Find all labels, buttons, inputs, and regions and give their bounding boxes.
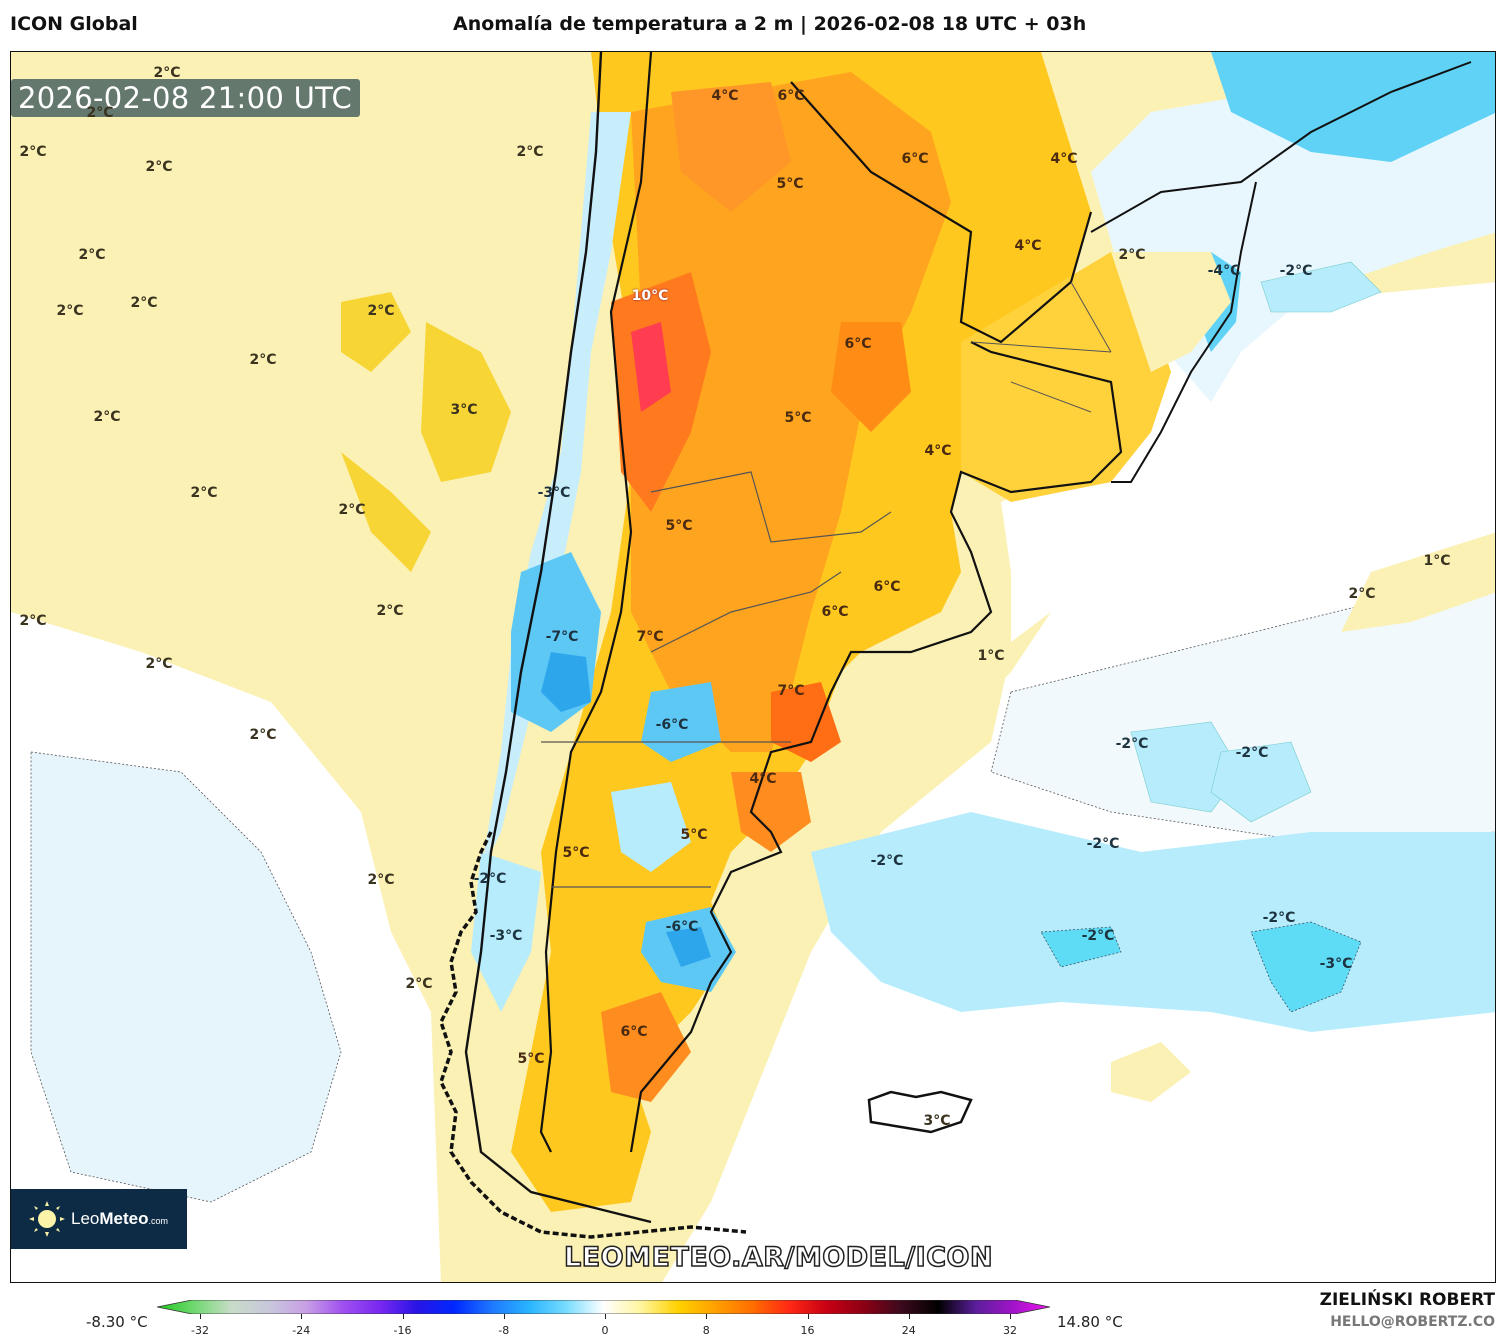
colorbar-tick-mark (908, 1314, 910, 1319)
isotherm-label: 5°C (784, 410, 812, 426)
isotherm-label: 2°C (1118, 247, 1146, 263)
isotherm-label: -4°C (1207, 263, 1241, 279)
isotherm-label: 7°C (777, 683, 805, 699)
isotherm-label: 2°C (367, 303, 395, 319)
isotherm-label: -6°C (665, 919, 699, 935)
colorbar-tick-mark (301, 1314, 303, 1319)
isotherm-label: 6°C (821, 604, 849, 620)
isotherm-label: 2°C (19, 144, 47, 160)
isotherm-label: 2°C (56, 303, 84, 319)
isotherm-label: 2°C (145, 159, 173, 175)
isotherm-label: 6°C (873, 579, 901, 595)
isotherm-label: 10°C (631, 288, 669, 304)
isotherm-label: 2°C (153, 65, 181, 81)
isotherm-label: 2°C (405, 976, 433, 992)
colorbar-tick-mark (402, 1314, 404, 1319)
isotherm-label: 2°C (93, 409, 121, 425)
isotherm-label: 4°C (711, 88, 739, 104)
map-fields (11, 52, 1495, 1282)
isotherm-label: 2°C (249, 352, 277, 368)
isotherm-label: 2°C (367, 872, 395, 888)
isotherm-label: 3°C (450, 402, 478, 418)
isotherm-label: 1°C (977, 648, 1005, 664)
colorbar-min-label: -8.30 °C (86, 1313, 148, 1331)
colorbar-tick-label: -24 (292, 1324, 311, 1337)
isotherm-label: 2°C (130, 295, 158, 311)
isotherm-label: -2°C (1262, 910, 1296, 926)
chart-title: Anomalía de temperatura a 2 m | 2026-02-… (453, 13, 1087, 35)
author-email: HELLO@ROBERTZ.CO (1330, 1314, 1495, 1330)
isotherm-label: 2°C (338, 502, 366, 518)
isotherm-label: 2°C (376, 603, 404, 619)
isotherm-label: 6°C (777, 88, 805, 104)
isotherm-label: 2°C (1348, 586, 1376, 602)
isotherm-label: -2°C (1279, 263, 1313, 279)
model-name: ICON Global (10, 13, 138, 35)
isotherm-label: 2°C (516, 144, 544, 160)
colorbar (157, 1300, 1050, 1314)
isotherm-label: 4°C (924, 443, 952, 459)
isotherm-label: 5°C (665, 518, 693, 534)
colorbar-tick-mark (605, 1314, 606, 1319)
isotherm-label: 6°C (844, 336, 872, 352)
colorbar-tick-label: -8 (498, 1324, 510, 1337)
isotherm-label: -2°C (1115, 736, 1149, 752)
sun-icon (25, 1197, 69, 1241)
isotherm-label: 7°C (636, 629, 664, 645)
isotherm-label: 6°C (901, 151, 929, 167)
isotherm-label: 3°C (923, 1113, 951, 1129)
isotherm-label: -3°C (1319, 956, 1353, 972)
isotherm-label: 2°C (190, 485, 218, 501)
isotherm-label: -2°C (1235, 745, 1269, 761)
isotherm-label: -3°C (537, 485, 571, 501)
valid-time-badge: 2026-02-08 21:00 UTC (11, 79, 361, 117)
isotherm-label: 4°C (749, 771, 777, 787)
isotherm-label: 1°C (1423, 553, 1451, 569)
isotherm-label: 4°C (1050, 151, 1078, 167)
isotherm-label: 4°C (1014, 238, 1042, 254)
colorbar-tick-label: 8 (702, 1324, 710, 1337)
isotherm-label: -2°C (1081, 928, 1115, 944)
isotherm-label: 2°C (145, 656, 173, 672)
colorbar-tick-label: -16 (393, 1324, 412, 1337)
temperature-anomaly-map: 2026-02-08 21:00 UTC 2°C 2°C 2°C 2°C 2°C 4°C 6… (10, 51, 1496, 1283)
logo-text-light: Leo (71, 1209, 100, 1228)
colorbar-tick-mark (200, 1314, 201, 1319)
isotherm-label: 6°C (620, 1024, 648, 1040)
isotherm-label: 5°C (776, 176, 804, 192)
colorbar-max-label: 14.80 °C (1057, 1313, 1123, 1331)
isotherm-label: -2°C (473, 871, 507, 887)
url-watermark: LEOMETEO.AR/MODEL/ICON (563, 1241, 994, 1274)
isotherm-label: -7°C (545, 629, 579, 645)
isotherm-label: 2°C (78, 247, 106, 263)
colorbar-tick-mark (706, 1314, 708, 1319)
leometeo-logo: LeoMeteo.com (11, 1189, 187, 1249)
logo-text-bold: Meteo (99, 1209, 149, 1228)
logo-text-suffix: .com (148, 1216, 169, 1226)
colorbar-tick-label: 16 (800, 1324, 815, 1337)
isotherm-label: 5°C (562, 845, 590, 861)
isotherm-label: -3°C (489, 928, 523, 944)
colorbar-tick-label: 32 (1003, 1324, 1017, 1337)
colorbar-tick-mark (807, 1314, 809, 1319)
colorbar-tick-label: 24 (901, 1324, 916, 1337)
colorbar-tick-label: -32 (191, 1324, 209, 1337)
colorbar-tick-mark (503, 1314, 505, 1319)
isotherm-label: -2°C (870, 853, 904, 869)
colorbar-tick-label: 0 (601, 1324, 609, 1337)
isotherm-label: 2°C (86, 105, 114, 121)
isotherm-label: -6°C (655, 717, 689, 733)
isotherm-label: 5°C (680, 827, 708, 843)
isotherm-label: 2°C (249, 727, 277, 743)
author-credit: ZIELIŃSKI ROBERT (1319, 1290, 1495, 1310)
colorbar-tick-mark (1010, 1314, 1011, 1319)
isotherm-label: 2°C (19, 613, 47, 629)
isotherm-label: -2°C (1086, 836, 1120, 852)
isotherm-label: 5°C (517, 1051, 545, 1067)
